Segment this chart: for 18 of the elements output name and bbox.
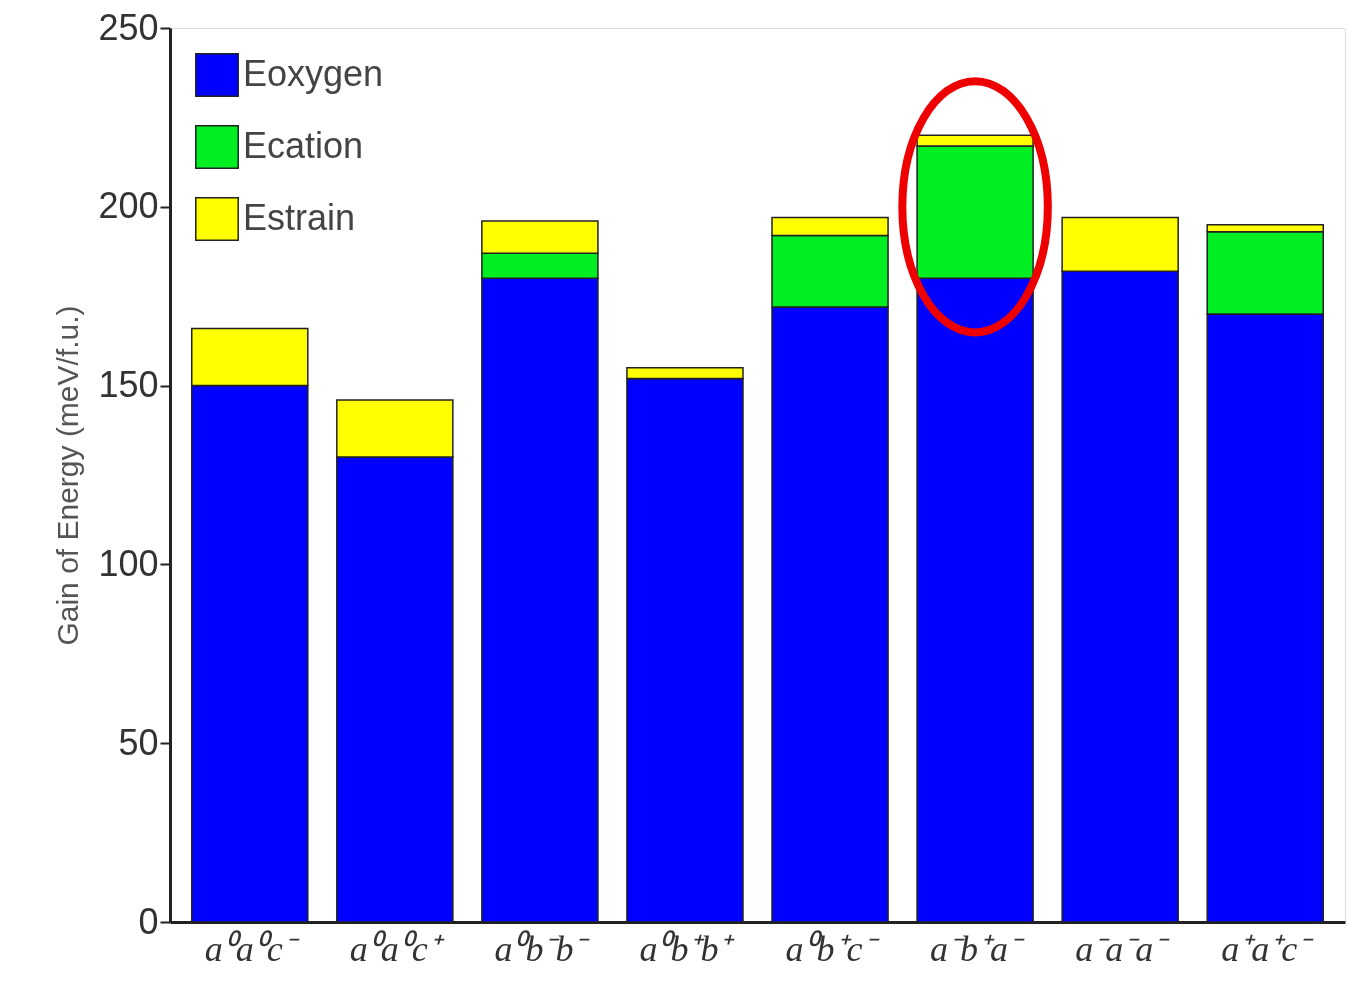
x-tick-label: a⁰b⁺b⁺ xyxy=(639,928,736,969)
x-tick-label: a⁻b⁺a⁻ xyxy=(930,928,1026,969)
legend-label: Ecation xyxy=(243,125,364,166)
legend-label: Eoxygen xyxy=(243,53,384,94)
y-tick-label: 150 xyxy=(98,364,159,406)
x-tick-label: a⁰b⁺c⁻ xyxy=(785,928,880,969)
x-tick-label: a⁰a⁰c⁺ xyxy=(349,928,445,969)
y-tick-label: 50 xyxy=(118,721,159,763)
y-tick-label: 0 xyxy=(138,900,159,942)
x-tick-label: a⁻a⁻a⁻ xyxy=(1075,928,1171,969)
y-tick-label: 250 xyxy=(98,6,159,48)
x-tick-label: a⁰b⁻b⁻ xyxy=(494,928,591,969)
x-tick-label: a⁺a⁺c⁻ xyxy=(1221,928,1315,969)
legend-label: Estrain xyxy=(243,197,356,238)
y-tick-label: 200 xyxy=(98,185,159,227)
x-tick-label: a⁰a⁰c⁻ xyxy=(204,928,300,969)
y-tick-label: 100 xyxy=(98,542,159,584)
y-axis-title: Gain of Energy (meV/f.u.) xyxy=(51,305,85,646)
